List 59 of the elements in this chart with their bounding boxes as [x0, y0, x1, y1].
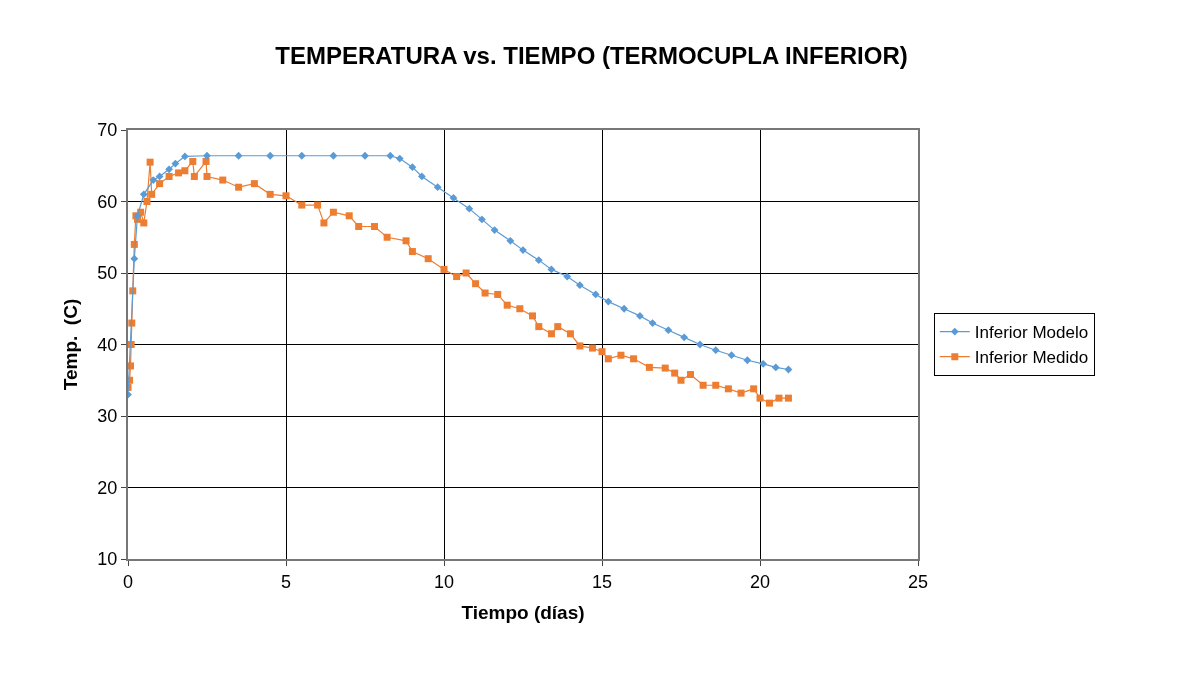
point	[234, 151, 243, 160]
x-tick-label: 10	[433, 571, 455, 592]
y-axis-title: Temp. (C)	[59, 298, 81, 391]
point	[361, 151, 369, 160]
y-tick-label: 30	[97, 406, 118, 427]
point	[680, 333, 689, 342]
point	[620, 304, 629, 313]
point	[490, 226, 499, 234]
y-tick-label: 20	[97, 477, 118, 498]
point	[329, 151, 338, 160]
point	[547, 265, 556, 274]
point	[711, 346, 720, 355]
x-tick-label: 0	[122, 571, 134, 592]
point	[759, 359, 768, 368]
x-tick-label: 20	[749, 571, 771, 592]
point	[203, 151, 211, 160]
point	[506, 236, 515, 245]
point	[771, 363, 780, 372]
point	[139, 190, 148, 199]
point	[604, 297, 613, 306]
point	[534, 256, 543, 265]
x-tick-label: 5	[280, 571, 292, 592]
point	[727, 351, 736, 360]
point	[591, 290, 600, 299]
point	[395, 154, 404, 163]
point	[433, 183, 442, 192]
x-tick-label: 15	[591, 571, 613, 592]
point	[386, 151, 395, 160]
point	[563, 272, 572, 281]
legend-label: Inferior Medido	[974, 348, 1089, 368]
chart-title: TEMPERATURA vs. TIEMPO (TERMOCUPLA INFERIOR)	[275, 42, 908, 70]
x-axis-title: Tiempo (días)	[461, 601, 585, 623]
point	[465, 204, 474, 213]
y-tick-label: 70	[97, 120, 118, 141]
point	[575, 281, 584, 290]
y-tick-label: 10	[97, 549, 118, 570]
point	[519, 246, 527, 255]
point	[636, 312, 644, 320]
point	[180, 152, 189, 161]
point	[449, 194, 458, 202]
point	[130, 254, 139, 263]
point	[408, 163, 417, 172]
point	[149, 176, 158, 184]
point	[743, 356, 752, 365]
y-tick-label: 60	[97, 191, 118, 212]
point	[155, 172, 164, 181]
point	[266, 151, 275, 160]
x-tick-label: 25	[907, 571, 929, 592]
point	[297, 151, 306, 160]
legend-label: Inferior Modelo	[974, 323, 1089, 343]
point	[478, 215, 486, 224]
y-tick-label: 40	[97, 334, 118, 355]
point	[171, 159, 180, 168]
point	[417, 172, 426, 181]
point	[664, 326, 673, 335]
y-tick-label: 50	[97, 263, 118, 284]
point	[165, 165, 173, 174]
point	[696, 340, 704, 349]
point	[648, 319, 657, 327]
